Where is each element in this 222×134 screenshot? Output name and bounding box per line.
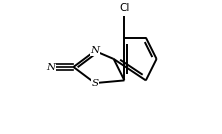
Text: N: N <box>90 46 99 55</box>
Text: Cl: Cl <box>119 3 130 13</box>
Text: N: N <box>46 62 55 72</box>
Text: S: S <box>91 79 99 88</box>
